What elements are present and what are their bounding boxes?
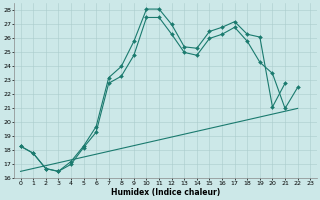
X-axis label: Humidex (Indice chaleur): Humidex (Indice chaleur): [111, 188, 220, 197]
